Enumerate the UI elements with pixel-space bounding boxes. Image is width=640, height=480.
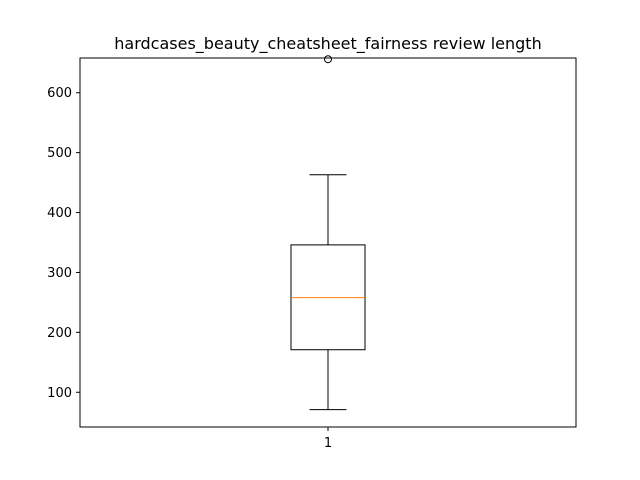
y-tick-label: 600 (47, 86, 72, 101)
chart-title: hardcases_beauty_cheatsheet_fairness rev… (114, 34, 541, 54)
x-axis: 1 (324, 427, 332, 451)
y-axis: 100 200 300 400 500 600 (47, 86, 80, 401)
y-tick-label: 500 (47, 146, 72, 161)
box-plot-series (290, 55, 366, 411)
x-tick-label: 1 (324, 436, 332, 451)
y-tick-label: 200 (47, 326, 72, 341)
y-tick-label: 400 (47, 206, 72, 221)
y-tick-label: 300 (47, 266, 72, 281)
outlier-point (324, 55, 332, 64)
y-tick-label: 100 (47, 386, 72, 401)
